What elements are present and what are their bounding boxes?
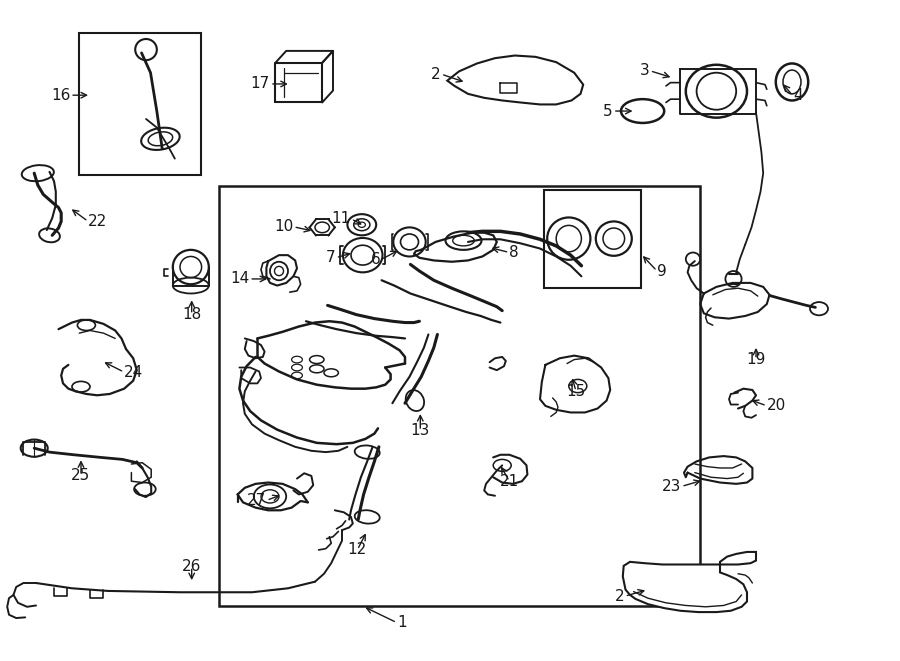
Text: 23: 23: [662, 479, 681, 494]
Text: 5: 5: [603, 104, 613, 118]
Bar: [544, 190, 641, 288]
Text: 11: 11: [332, 212, 351, 226]
Text: 26: 26: [182, 559, 202, 574]
Text: 2: 2: [431, 67, 441, 81]
Bar: [219, 186, 700, 606]
Text: 24: 24: [124, 365, 143, 379]
Text: 10: 10: [274, 219, 293, 234]
Text: 1: 1: [397, 615, 407, 630]
Text: 12: 12: [347, 543, 367, 557]
Text: 20: 20: [767, 399, 786, 413]
Text: 3: 3: [640, 63, 650, 78]
Text: 16: 16: [50, 88, 70, 102]
Text: 6: 6: [371, 253, 381, 267]
Text: 8: 8: [509, 245, 519, 260]
Text: 13: 13: [410, 424, 430, 438]
Polygon shape: [623, 552, 756, 612]
Text: 22: 22: [88, 214, 107, 229]
Text: 21: 21: [500, 474, 519, 488]
Text: 25: 25: [71, 469, 91, 483]
Text: 19: 19: [746, 352, 766, 367]
Polygon shape: [447, 56, 583, 104]
Bar: [79, 33, 201, 175]
Text: 17: 17: [251, 77, 270, 91]
Text: 9: 9: [657, 264, 667, 278]
Text: 7: 7: [326, 251, 336, 265]
Text: 14: 14: [230, 272, 249, 286]
Text: 18: 18: [182, 307, 202, 322]
Text: 2: 2: [615, 589, 625, 603]
Text: 27: 27: [248, 493, 266, 508]
Text: 4: 4: [793, 89, 803, 103]
Text: 15: 15: [566, 384, 586, 399]
